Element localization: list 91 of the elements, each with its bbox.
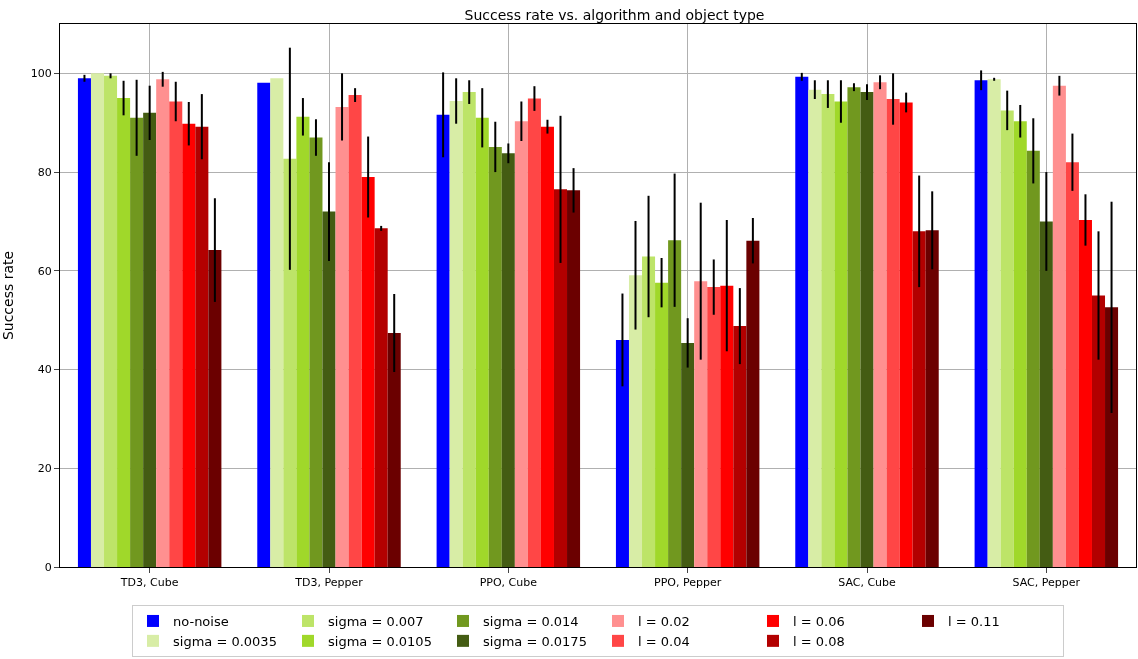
bar [322,211,336,567]
bar [1091,295,1106,567]
x-tick-label: PPO, Pepper [654,576,722,590]
y-tick-label: 0 [44,560,52,574]
bar [436,114,450,567]
bar [540,126,554,567]
bar [886,99,900,567]
bar [117,98,131,567]
bar [475,117,489,567]
y-axis-title: Success rate [0,250,16,341]
legend-label: no-noise [173,614,229,630]
bar [925,230,939,567]
legend-label: l = 0.04 [638,633,690,649]
bar [449,101,463,567]
legend-label: l = 0.06 [793,614,845,630]
bar [1026,150,1040,567]
bar [615,339,629,567]
x-tick-label: PPO, Cube [479,576,538,590]
legend-label: sigma = 0.0105 [328,633,432,649]
bar [628,275,643,567]
bar [808,89,822,567]
bar [668,240,682,567]
legend-label: sigma = 0.014 [483,614,579,630]
bar [694,281,708,567]
bar [514,121,528,567]
bar [746,240,760,567]
x-tick-label: TD3, Pepper [294,576,364,590]
x-tick-label: TD3, Cube [119,576,179,590]
bar [1000,110,1014,567]
legend-label: sigma = 0.0175 [483,633,587,649]
legend-label: l = 0.08 [793,633,845,649]
bar [974,80,988,567]
bar [1013,121,1027,567]
bar [847,87,861,567]
x-tick-label: SAC, Cube [838,576,897,590]
bar [1105,307,1119,567]
legend-label: l = 0.02 [638,614,690,630]
bar [567,190,581,567]
bar [283,158,297,567]
bar [195,126,209,567]
bar [501,153,515,567]
bar [1052,85,1066,567]
y-tick-label: 80 [37,165,52,179]
bar [296,116,310,567]
bar [309,137,323,567]
bar [387,333,401,567]
bar [553,189,568,567]
bar [77,78,91,567]
bar [642,256,656,567]
legend-label: sigma = 0.0035 [173,633,277,649]
bar [156,79,170,567]
bar [860,92,874,567]
bar [527,98,541,567]
bar [655,282,669,567]
bar [335,106,349,567]
bar [707,287,721,567]
bar [348,95,362,567]
bar [834,101,848,567]
bar [795,76,809,567]
bar [182,123,196,567]
y-tick-label: 20 [37,462,52,476]
bar [1039,221,1053,567]
bar [90,73,105,567]
legend-label: sigma = 0.007 [328,614,424,630]
bar [374,228,388,567]
bar [720,285,734,567]
chart-title: Success rate vs. algorithm and object type [464,6,765,23]
bar [270,78,284,567]
bar [821,94,835,567]
x-tick-label: SAC, Pepper [1012,576,1081,590]
legend-label: l = 0.11 [948,614,1000,630]
bar [488,146,502,567]
bar [257,82,271,567]
bar [130,117,144,567]
bar [208,250,222,567]
bar [899,102,913,567]
bar [462,92,476,567]
bar [1065,162,1079,567]
bar [361,177,375,567]
bar [873,82,887,567]
y-tick-label: 40 [37,363,52,377]
bar [733,326,747,567]
bar [987,79,1001,567]
bar [1078,219,1092,567]
y-tick-label: 100 [30,67,52,81]
bar [143,112,157,567]
bar [912,231,926,567]
bar [681,342,695,567]
bar [104,75,118,567]
bar [169,101,183,567]
y-tick-label: 60 [37,264,52,278]
